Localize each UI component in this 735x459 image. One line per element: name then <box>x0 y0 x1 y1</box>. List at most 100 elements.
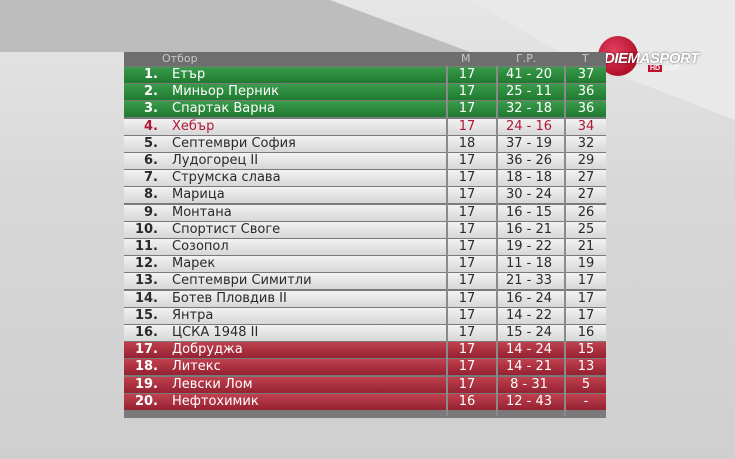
points-cell: 17 <box>577 273 595 289</box>
goals-cell: 24 - 16 <box>505 118 553 134</box>
points-cell: 27 <box>577 187 595 203</box>
team-name-cell: Ботев Пловдив II <box>172 290 287 306</box>
team-name-cell: Добруджа <box>172 342 243 358</box>
goals-cell: 18 - 18 <box>505 170 553 186</box>
goals-cell: 25 - 11 <box>505 84 553 100</box>
table-row: 13. Септември Симитли 17 21 - 33 17 <box>124 273 606 290</box>
played-cell: 17 <box>458 273 476 289</box>
goals-cell: 14 - 24 <box>505 342 553 358</box>
team-name-cell: Левски Лом <box>172 376 253 392</box>
team-name-cell: Монтана <box>172 204 232 220</box>
table-row: 7. Струмска слава 17 18 - 18 27 <box>124 170 606 187</box>
team-name-cell: Струмска слава <box>172 170 281 186</box>
logo-hd-badge: HD <box>648 65 663 72</box>
table-row: 17. Добруджа 17 14 - 24 15 <box>124 342 606 359</box>
played-cell: 17 <box>458 325 476 340</box>
goals-cell: 8 - 31 <box>510 376 548 392</box>
played-cell: 17 <box>458 256 476 272</box>
played-cell: 17 <box>458 359 476 375</box>
table-row: 12. Марек 17 11 - 18 19 <box>124 256 606 273</box>
position-cell: 11. <box>134 239 158 254</box>
table-row: 2. Миньор Перник 17 25 - 11 36 <box>124 84 606 101</box>
team-name-cell: Миньор Перник <box>172 84 279 100</box>
table-row: 9. Монтана 17 16 - 15 26 <box>124 204 606 221</box>
points-cell: 27 <box>577 170 595 186</box>
position-cell: 12. <box>134 256 158 272</box>
points-cell: 29 <box>577 153 595 168</box>
column-separator <box>496 66 498 416</box>
points-cell: 17 <box>577 290 595 306</box>
team-name-cell: Нефтохимик <box>172 393 259 409</box>
column-separator <box>564 66 566 416</box>
goals-cell: 16 - 24 <box>505 290 553 306</box>
table-row: 14. Ботев Пловдив II 17 16 - 24 17 <box>124 290 606 307</box>
played-cell: 17 <box>458 376 476 392</box>
points-cell: 25 <box>577 221 595 237</box>
header-team: Отбор <box>162 52 198 65</box>
played-cell: 18 <box>458 135 476 151</box>
team-name-cell: Спортист Своге <box>172 221 281 237</box>
position-cell: 13. <box>134 273 158 289</box>
position-cell: 19. <box>134 376 158 392</box>
table-row: 19. Левски Лом 17 8 - 31 5 <box>124 376 606 393</box>
played-cell: 17 <box>458 221 476 237</box>
position-cell: 8. <box>144 187 158 203</box>
points-cell: 19 <box>577 256 595 272</box>
goals-cell: 21 - 33 <box>505 273 553 289</box>
position-cell: 18. <box>134 359 158 375</box>
table-row: 8. Марица 17 30 - 24 27 <box>124 187 606 204</box>
goals-cell: 41 - 20 <box>505 67 553 82</box>
position-cell: 9. <box>144 204 158 220</box>
table-row: 5. Септември София 18 37 - 19 32 <box>124 135 606 152</box>
played-cell: 17 <box>458 239 476 254</box>
team-name-cell: Септември Симитли <box>172 273 312 289</box>
team-name-cell: Септември София <box>172 135 296 151</box>
points-cell: 17 <box>577 307 595 323</box>
played-cell: 17 <box>458 118 476 134</box>
table-row: 6. Лудогорец II 17 36 - 26 29 <box>124 153 606 169</box>
points-cell: 26 <box>577 204 595 220</box>
position-cell: 10. <box>134 221 158 237</box>
position-cell: 20. <box>134 393 158 409</box>
team-name-cell: Созопол <box>172 239 229 254</box>
points-cell: 37 <box>577 67 595 82</box>
played-cell: 17 <box>458 307 476 323</box>
table-row: 16. ЦСКА 1948 II 17 15 - 24 16 <box>124 325 606 341</box>
goals-cell: 30 - 24 <box>505 187 553 203</box>
position-cell: 6. <box>144 153 158 168</box>
header-goals: Г.Р. <box>516 52 537 65</box>
position-cell: 3. <box>144 101 158 117</box>
goals-cell: 37 - 19 <box>505 135 553 151</box>
goals-cell: 15 - 24 <box>505 325 553 340</box>
table-row: 3. Спартак Варна 17 32 - 18 36 <box>124 101 606 118</box>
played-cell: 17 <box>458 84 476 100</box>
goals-cell: 16 - 15 <box>505 204 553 220</box>
team-name-cell: Хебър <box>172 118 215 134</box>
team-name-cell: Спартак Варна <box>172 101 275 117</box>
team-name-cell: Марица <box>172 187 225 203</box>
table-row: 4. Хебър 17 24 - 16 34 <box>124 118 606 135</box>
points-cell: 5 <box>581 376 591 392</box>
position-cell: 16. <box>134 325 158 340</box>
points-cell: 21 <box>577 239 595 254</box>
header-played: М <box>461 52 471 65</box>
points-cell: - <box>583 393 589 409</box>
column-separator <box>446 66 448 416</box>
played-cell: 17 <box>458 187 476 203</box>
points-cell: 13 <box>577 359 595 375</box>
logo-subtitle: HD LIVE <box>648 65 679 72</box>
table-row: 15. Янтра 17 14 - 22 17 <box>124 307 606 324</box>
points-cell: 16 <box>577 325 595 340</box>
broadcaster-logo: DIEMASPORT HD LIVE <box>598 34 708 78</box>
played-cell: 17 <box>458 101 476 117</box>
goals-cell: 36 - 26 <box>505 153 553 168</box>
position-cell: 14. <box>134 290 158 306</box>
position-cell: 7. <box>144 170 158 186</box>
points-cell: 36 <box>577 84 595 100</box>
table-row: 1. Етър 17 41 - 20 37 <box>124 67 606 83</box>
table-row: 11. Созопол 17 19 - 22 21 <box>124 239 606 255</box>
played-cell: 17 <box>458 342 476 358</box>
position-cell: 2. <box>144 84 158 100</box>
goals-cell: 14 - 21 <box>505 359 553 375</box>
team-name-cell: Литекс <box>172 359 221 375</box>
